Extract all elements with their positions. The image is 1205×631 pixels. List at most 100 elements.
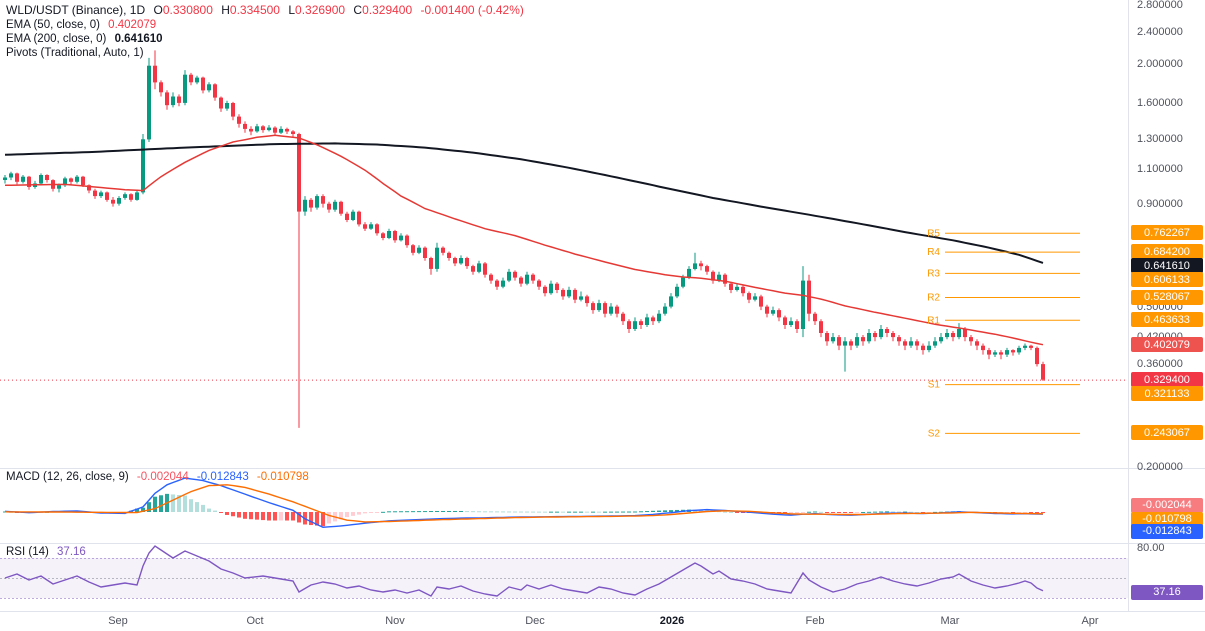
pivot-s2-badge: 0.243067	[1131, 425, 1203, 441]
candle-body	[1041, 364, 1045, 380]
candle-body	[261, 126, 265, 131]
pivot-label-r1: R1	[927, 315, 940, 326]
candle-body	[351, 211, 355, 220]
candle-body	[507, 271, 511, 281]
candle-body	[45, 175, 49, 180]
macd-histogram-bar	[651, 510, 655, 512]
ema50-legend-row[interactable]: EMA (50, close, 0) 0.402079	[6, 18, 524, 32]
rsi-legend-row[interactable]: RSI (14) 37.16	[6, 546, 86, 558]
macd-histogram-bar	[291, 512, 295, 521]
candle-body	[477, 263, 481, 272]
symbol-legend-row[interactable]: WLD/USDT (Binance), 1D O0.330800 H0.3345…	[6, 3, 524, 18]
time-axis[interactable]: Sep Oct Nov Dec 2026 Feb Mar Apr	[0, 612, 1205, 631]
macd-histogram-bar	[297, 512, 301, 523]
macd-histogram-bar	[477, 511, 481, 513]
macd-histogram-bar	[471, 511, 475, 513]
macd-legend-row[interactable]: MACD (12, 26, close, 9) -0.002044 -0.012…	[6, 471, 309, 483]
macd-signal-line	[4, 484, 1044, 523]
candle-body	[1023, 345, 1027, 348]
candle-body	[717, 274, 721, 281]
close-value: 0.329400	[362, 3, 413, 17]
macd-histogram-bar	[387, 511, 391, 513]
macd-histogram-bar	[903, 511, 907, 513]
time-axis-label-apr: Apr	[1081, 615, 1099, 627]
last-price-badge: 0.329400	[1131, 372, 1203, 388]
candle-body	[939, 337, 943, 342]
candle-body	[459, 258, 463, 264]
macd-histogram-bar	[879, 511, 883, 513]
macd-histogram-bar	[849, 512, 853, 513]
macd-histogram-bar	[459, 510, 463, 512]
candle-body	[567, 289, 571, 297]
macd-label[interactable]: MACD (12, 26, close, 9)	[6, 471, 129, 483]
macd-histogram-bar	[399, 511, 403, 513]
candle-body	[645, 317, 649, 325]
price-axis[interactable]: 2.800000 2.400000 2.000000 1.600000 1.300000…	[1129, 0, 1205, 611]
time-axis-label-2026: 2026	[659, 615, 685, 627]
candle-body	[981, 345, 985, 351]
macd-histogram-bar	[837, 512, 841, 513]
macd-histogram-bar	[429, 511, 433, 513]
candle-body	[147, 65, 151, 140]
macd-histogram-bar	[417, 511, 421, 513]
candle-body	[825, 333, 829, 342]
macd-histogram-bar	[861, 512, 865, 513]
candle-body	[429, 258, 433, 269]
candle-body	[369, 224, 373, 229]
macd-histogram-bar	[825, 512, 829, 513]
price-axis-label: 0.900000	[1137, 197, 1183, 210]
candle-body	[387, 231, 391, 238]
macd-histogram-bar	[1035, 512, 1039, 513]
candle-body	[345, 213, 349, 220]
change-value: -0.001400 (-0.42%)	[420, 3, 524, 17]
candle-body	[585, 296, 589, 304]
candle-body	[549, 283, 553, 294]
candle-body	[231, 103, 235, 117]
candle-body	[141, 139, 145, 193]
macd-histogram-bar	[597, 511, 601, 513]
candle-body	[627, 321, 631, 329]
candle-body	[951, 333, 955, 338]
candle-body	[165, 92, 169, 106]
macd-histogram-bar	[633, 511, 637, 513]
macd-histogram-bar	[615, 511, 619, 513]
pivot-label-r3: R3	[927, 268, 940, 279]
candle-body	[327, 203, 331, 210]
macd-line-value: -0.012843	[196, 471, 249, 483]
open-label: O	[153, 3, 163, 17]
candle-body	[705, 266, 709, 272]
pivot-r1-badge: 0.463633	[1131, 312, 1203, 328]
candle-body	[27, 176, 31, 187]
candle-body	[759, 296, 763, 307]
ema200-label[interactable]: EMA (200, close, 0)	[6, 33, 107, 45]
macd-histogram-bar	[873, 511, 877, 513]
pivots-legend-row[interactable]: Pivots (Traditional, Auto, 1)	[6, 46, 524, 60]
ema50-label[interactable]: EMA (50, close, 0)	[6, 19, 100, 31]
macd-histogram-bar	[201, 504, 205, 512]
candle-body	[513, 271, 517, 278]
candle-body	[105, 192, 109, 200]
ema200-legend-row[interactable]: EMA (200, close, 0) 0.641610	[6, 32, 524, 46]
rsi-label[interactable]: RSI (14)	[6, 546, 49, 558]
macd-histogram-bar	[525, 511, 529, 513]
macd-histogram-bar	[447, 510, 451, 512]
pivots-label[interactable]: Pivots (Traditional, Auto, 1)	[6, 47, 144, 59]
candle-body	[915, 341, 919, 346]
candle-body	[189, 74, 193, 83]
candle-body	[207, 84, 211, 91]
symbol-title[interactable]: WLD/USDT (Binance), 1D	[6, 3, 146, 17]
macd-histogram-bar	[501, 511, 505, 513]
macd-histogram-bar	[537, 511, 541, 513]
candle-body	[135, 192, 139, 200]
candle-body	[603, 303, 607, 314]
candle-body	[729, 283, 733, 290]
macd-histogram-bar	[381, 511, 385, 513]
candle-body	[417, 247, 421, 253]
macd-histogram-bar	[591, 511, 595, 513]
candle-body	[987, 350, 991, 355]
candle-body	[339, 201, 343, 214]
high-label: H	[221, 3, 230, 17]
candle-body	[447, 252, 451, 258]
macd-histogram-bar	[147, 502, 151, 512]
